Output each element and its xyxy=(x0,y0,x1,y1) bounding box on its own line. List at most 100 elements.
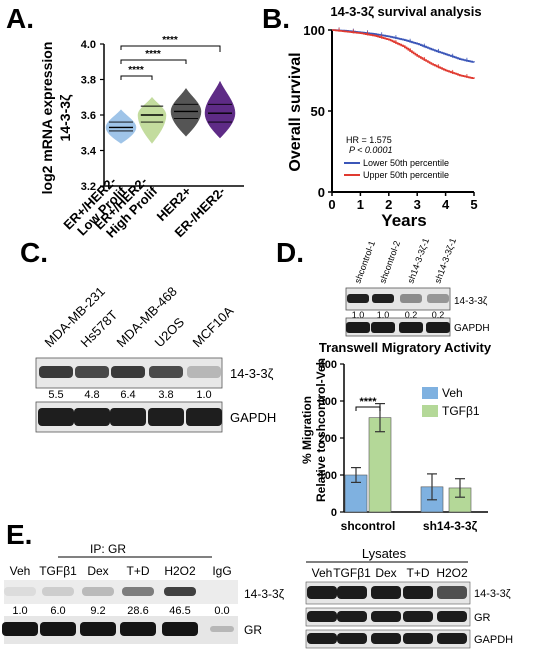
legend-swatch-veh xyxy=(422,387,438,399)
c-band-1433z xyxy=(111,366,145,378)
e-ip-quant-value: 46.5 xyxy=(169,605,190,617)
e-lys-band xyxy=(437,586,467,599)
e-ip-band-gr xyxy=(80,622,116,636)
panel-d-blot-and-bar: shcontrol-1 shcontrol-2 sh14-3-3ζ-1 sh14-3-… xyxy=(300,237,492,533)
survival-y-tick-label: 100 xyxy=(303,23,325,38)
e-ip-lane-label: H2O2 xyxy=(164,564,196,578)
violin-ylabel-line2: 14-3-3ζ xyxy=(57,94,73,141)
survival-x-tick-label: 5 xyxy=(470,197,477,212)
e-lys-band xyxy=(403,611,433,622)
bar-y-tick-label: 0 xyxy=(331,507,337,519)
panel-a-violin-chart: log2 mRNA expression 14-3-3ζ 3.2 3.4 3.6 3.… xyxy=(39,35,244,241)
d-lane-label: shcontrol-2 xyxy=(377,239,402,284)
bar-sig-stars: **** xyxy=(359,396,377,408)
violin-y-tick-label: 3.6 xyxy=(81,110,96,122)
d-band-1433z xyxy=(427,294,449,303)
survival-x-tick-label: 3 xyxy=(414,197,421,212)
sig-stars-1: **** xyxy=(128,65,144,76)
e-ip-band-gr xyxy=(2,622,38,636)
e-ip-quant-value: 0.0 xyxy=(214,605,229,617)
d-band-1433z xyxy=(347,294,369,303)
e-lys-band xyxy=(437,611,467,622)
survival-y-tick-label: 0 xyxy=(318,185,325,200)
bar-ylabel-line1: % Migration xyxy=(300,396,314,464)
e-ip-band-1433z xyxy=(4,587,36,596)
violin-shape xyxy=(170,87,202,137)
sig-stars-3: **** xyxy=(162,35,178,46)
sig-bracket-1 xyxy=(120,75,153,80)
d-lane-label: sh14-3-3ζ-1 xyxy=(432,237,458,285)
panel-label-a: A. xyxy=(6,3,34,34)
e-ip-band-gr xyxy=(210,626,234,632)
d-band-gapdh xyxy=(346,322,370,333)
d-quant-value: 1.0 xyxy=(377,310,390,320)
legend-label-tgf: TGFβ1 xyxy=(442,404,480,418)
c-quant-value: 4.8 xyxy=(84,389,99,401)
e-lys-band xyxy=(337,586,367,599)
sig-bracket-2 xyxy=(120,59,187,64)
e-lys-band xyxy=(307,611,337,622)
survival-x-tick-label: 1 xyxy=(357,197,364,212)
bar-title: Transwell Migratory Activity xyxy=(319,340,492,355)
c-label-gapdh: GAPDH xyxy=(230,410,276,425)
e-lys-label-gr: GR xyxy=(474,612,491,624)
e-ip-header: IP: GR xyxy=(90,542,126,556)
e-lys-lane-label: Dex xyxy=(375,566,396,580)
violin-shape xyxy=(137,96,167,144)
e-lys-band xyxy=(371,611,401,622)
d-blot-1433z xyxy=(345,287,451,311)
e-lys-label-gapdh: GAPDH xyxy=(474,634,513,646)
bar-y-tick-label: 200 xyxy=(319,433,337,445)
e-lys-band xyxy=(307,633,337,644)
panel-label-e: E. xyxy=(6,519,32,550)
e-lys-band xyxy=(403,586,433,599)
violin-ylabel-line1: log2 mRNA expression xyxy=(39,42,55,195)
e-ip-label-gr: GR xyxy=(244,623,262,637)
legend-label-veh: Veh xyxy=(442,386,463,400)
e-lys-band xyxy=(307,586,337,599)
e-lys-band xyxy=(403,633,433,644)
e-lys-lane-label: Veh xyxy=(312,566,333,580)
violin-shape xyxy=(204,80,236,139)
legend-swatch-tgf xyxy=(422,405,438,417)
e-ip-blot-1433z xyxy=(4,580,238,604)
d-lane-label: shcontrol-1 xyxy=(352,239,377,284)
e-lys-lane-label: T+D xyxy=(406,566,429,580)
sig-bracket-3 xyxy=(120,45,221,52)
e-ip-band-1433z xyxy=(164,587,196,596)
c-band-1433z xyxy=(187,366,221,378)
e-ip-quant-value: 9.2 xyxy=(90,605,105,617)
e-lys-label-1433z: 14-3-3ζ xyxy=(474,588,511,600)
panel-label-d: D. xyxy=(276,237,304,268)
e-lys-lane-label: H2O2 xyxy=(436,566,468,580)
e-lys-band xyxy=(371,586,401,599)
legend-label-upper: Upper 50th percentile xyxy=(363,170,449,180)
e-ip-label-1433z: 14-3-3ζ xyxy=(244,587,285,601)
e-ip-band-1433z xyxy=(82,587,114,596)
e-ip-lane-label: T+D xyxy=(126,564,149,578)
c-band-gapdh xyxy=(110,408,146,426)
e-ip-band-1433z xyxy=(122,587,154,596)
bar-y-tick-label: 100 xyxy=(319,470,337,482)
d-band-gapdh xyxy=(371,322,395,333)
e-lys-header: Lysates xyxy=(362,546,407,561)
e-ip-lane-label: Veh xyxy=(10,564,31,578)
d-band-1433z xyxy=(400,294,422,303)
e-ip-lane-label: Dex xyxy=(87,564,108,578)
violin-y-tick-label: 3.2 xyxy=(81,181,96,193)
survival-title: 14-3-3ζ survival analysis xyxy=(330,4,481,19)
e-lys-band xyxy=(337,611,367,622)
sig-stars-2: **** xyxy=(145,49,161,60)
bar-y-tick-label: 400 xyxy=(319,359,337,371)
panel-e-ip-blots: IP: GR Veh TGFβ1 Dex T+D H2O2 IgG 1.0 6.0 9.2 28… xyxy=(2,542,513,649)
e-ip-band-gr xyxy=(120,622,156,636)
legend-label-lower: Lower 50th percentile xyxy=(363,158,449,168)
panel-label-b: B. xyxy=(262,3,290,34)
d-quant-value: 0.2 xyxy=(405,310,418,320)
violin-y-tick-label: 3.8 xyxy=(81,75,96,87)
c-lane-label: MCF10A xyxy=(190,303,237,350)
e-ip-lane-label: TGFβ1 xyxy=(39,564,77,578)
e-lys-lane-label: TGFβ1 xyxy=(333,566,371,580)
c-band-1433z xyxy=(75,366,109,378)
